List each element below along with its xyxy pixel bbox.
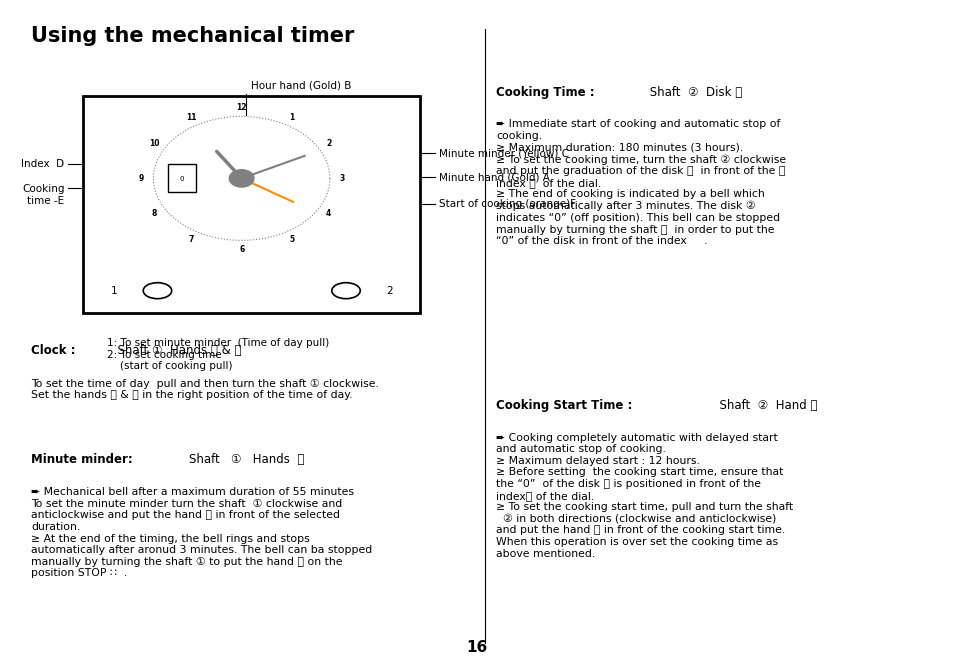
Text: 1: 1 <box>111 286 117 296</box>
Text: To set the time of day  pull and then turn the shaft ① clockwise.
Set the hands : To set the time of day pull and then tur… <box>31 378 378 401</box>
Text: Shaft  ②  Disk Ⓔ: Shaft ② Disk Ⓔ <box>645 86 741 99</box>
Text: 1: To set minute minder  (Time of day pull)
2: To set cooking time
    (start of: 1: To set minute minder (Time of day pul… <box>107 338 329 371</box>
Text: 11: 11 <box>186 113 196 122</box>
Text: 16: 16 <box>466 640 487 655</box>
Text: Shaft ①  Hands Ⓐ & Ⓑ: Shaft ① Hands Ⓐ & Ⓑ <box>110 344 241 357</box>
Text: Cooking Start Time :: Cooking Start Time : <box>496 399 632 413</box>
Ellipse shape <box>143 283 172 298</box>
Text: 10: 10 <box>150 138 160 148</box>
Text: Shaft   ①   Hands  Ⓒ: Shaft ① Hands Ⓒ <box>189 453 304 466</box>
Text: Shaft  ②  Hand Ⓕ: Shaft ② Hand Ⓕ <box>712 399 817 413</box>
FancyBboxPatch shape <box>168 164 196 192</box>
Text: Start of cooking (orange)F: Start of cooking (orange)F <box>438 199 576 209</box>
Text: 9: 9 <box>138 174 144 183</box>
Text: ➨ Immediate start of cooking and automatic stop of
cooking.
≥ Maximum duration: : ➨ Immediate start of cooking and automat… <box>496 120 785 246</box>
Text: 2: 2 <box>385 286 392 296</box>
Text: 12: 12 <box>236 103 247 112</box>
Text: Cooking Time :: Cooking Time : <box>496 86 594 99</box>
FancyBboxPatch shape <box>83 96 419 312</box>
Text: 6: 6 <box>239 245 244 253</box>
Circle shape <box>229 170 253 187</box>
Text: 3: 3 <box>339 174 344 183</box>
Text: Minute hand (Gold) A: Minute hand (Gold) A <box>438 172 549 182</box>
Text: 8: 8 <box>152 209 157 218</box>
Text: Using the mechanical timer: Using the mechanical timer <box>31 26 355 46</box>
Text: Clock :: Clock : <box>31 344 75 357</box>
Text: 0: 0 <box>179 176 184 182</box>
Text: 7: 7 <box>189 235 193 244</box>
Text: Minute minder:: Minute minder: <box>31 453 132 466</box>
Ellipse shape <box>332 283 360 298</box>
Text: 1: 1 <box>289 113 294 122</box>
Text: 4: 4 <box>326 209 331 218</box>
Text: 5: 5 <box>289 235 294 244</box>
Text: Minute minder (Yellow) C: Minute minder (Yellow) C <box>438 148 569 158</box>
Text: Hour hand (Gold) B: Hour hand (Gold) B <box>251 81 351 91</box>
Text: 2: 2 <box>326 138 331 148</box>
Text: Index  D: Index D <box>21 159 65 169</box>
Text: ➨ Cooking completely automatic with delayed start
and automatic stop of cooking.: ➨ Cooking completely automatic with dela… <box>496 433 792 558</box>
Text: Cooking
time -E: Cooking time -E <box>22 184 65 206</box>
Text: ➨ Mechanical bell after a maximum duration of 55 minutes
To set the minute minde: ➨ Mechanical bell after a maximum durati… <box>31 487 372 579</box>
